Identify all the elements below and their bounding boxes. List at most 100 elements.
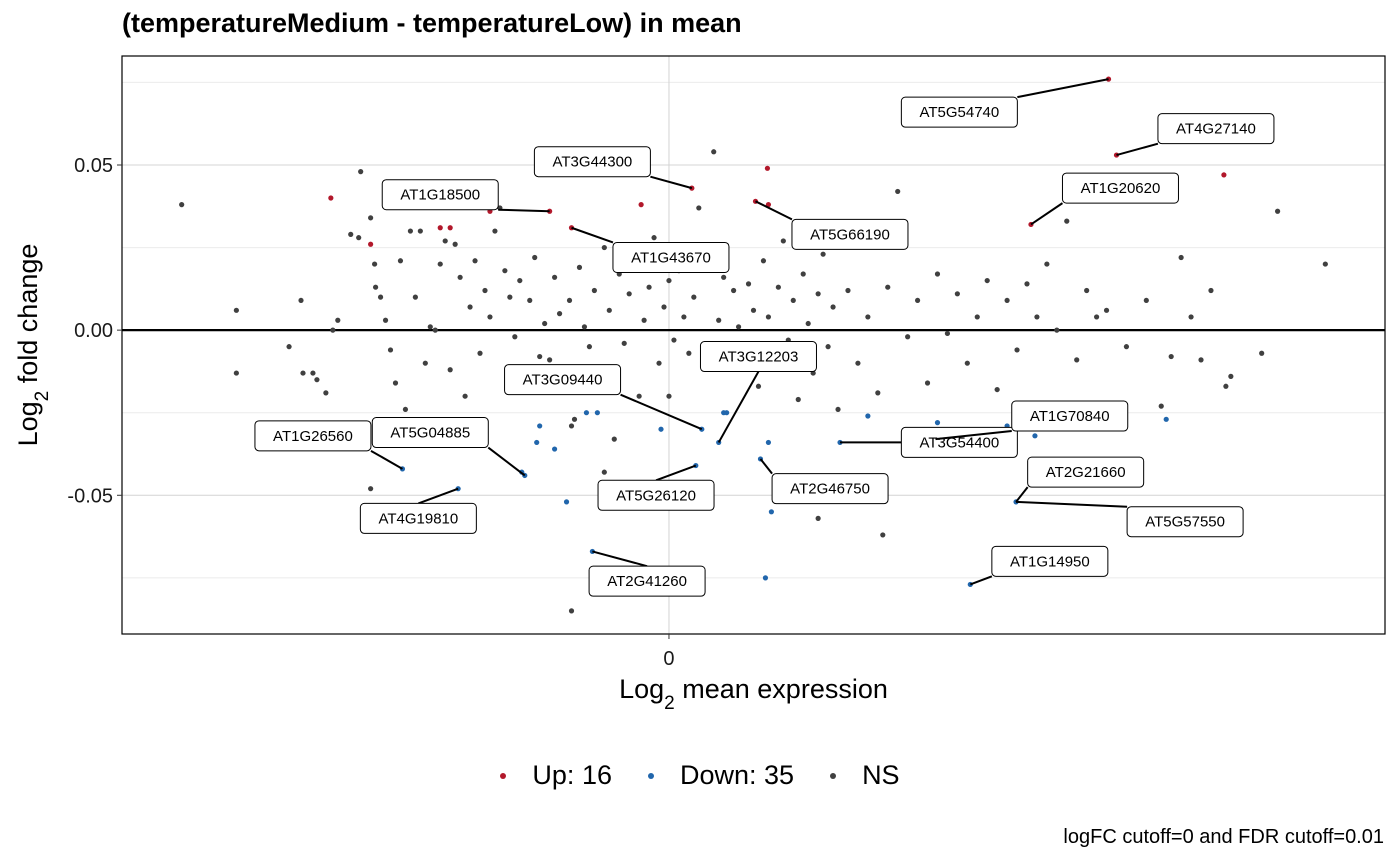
point-ns bbox=[1093, 314, 1100, 320]
point-ns bbox=[895, 188, 901, 195]
gene-label: AT5G57550 bbox=[1145, 514, 1225, 531]
point-ns bbox=[372, 261, 378, 267]
point-up bbox=[638, 202, 644, 208]
point-ns bbox=[1188, 314, 1194, 320]
point-ns bbox=[1044, 261, 1050, 267]
point-ns bbox=[368, 486, 374, 492]
gene-label: AT1G18500 bbox=[400, 187, 480, 204]
point-ns bbox=[422, 360, 428, 366]
point-ns bbox=[571, 416, 578, 422]
label-connector bbox=[1016, 500, 1128, 508]
label-connector bbox=[650, 175, 693, 190]
point-ns bbox=[954, 291, 960, 297]
gene-label-box bbox=[699, 341, 817, 373]
gene-label-box bbox=[1157, 113, 1275, 145]
legend-up-label: Up: 16 bbox=[532, 760, 612, 790]
gene-label: AT5G66190 bbox=[810, 226, 890, 243]
point-ns bbox=[356, 235, 362, 241]
point-ns bbox=[348, 231, 354, 237]
point-ns bbox=[427, 324, 433, 330]
point-ns bbox=[286, 344, 292, 350]
plot-border bbox=[121, 55, 1386, 635]
label-connector bbox=[1015, 486, 1029, 503]
gene-label-box bbox=[1061, 172, 1179, 204]
legend: Up: 16 Down: 35 NS bbox=[0, 760, 1400, 791]
gene-label-box bbox=[791, 218, 909, 250]
point-ns bbox=[750, 307, 757, 313]
point-ns bbox=[402, 406, 409, 413]
point-ns bbox=[437, 261, 443, 267]
point-ns bbox=[537, 353, 543, 360]
gene-label-box bbox=[597, 479, 715, 511]
point-ns bbox=[547, 357, 553, 363]
point-ns bbox=[924, 380, 931, 386]
point-ns bbox=[835, 406, 841, 413]
point-ns bbox=[795, 396, 801, 403]
point-ns bbox=[671, 337, 677, 343]
point-ns bbox=[233, 307, 239, 313]
point-ns bbox=[542, 320, 548, 327]
point-ns bbox=[1168, 353, 1174, 360]
point-ns bbox=[934, 271, 941, 277]
point-ns bbox=[1034, 314, 1040, 320]
label-connector bbox=[935, 430, 1012, 441]
point-ns bbox=[457, 274, 463, 280]
point-ns bbox=[298, 297, 304, 304]
gene-label-box bbox=[588, 565, 706, 597]
gene-label: AT5G54740 bbox=[919, 104, 999, 121]
point-ns bbox=[586, 344, 593, 350]
gene-label-box bbox=[900, 426, 1018, 458]
point-ns bbox=[875, 390, 881, 396]
point-down bbox=[724, 410, 730, 416]
point-ns bbox=[233, 370, 239, 376]
point-ns bbox=[1208, 287, 1214, 294]
point-ns bbox=[467, 304, 473, 310]
point-ns bbox=[179, 202, 185, 208]
label-connector bbox=[620, 393, 703, 431]
label-connector bbox=[418, 487, 459, 505]
point-ns bbox=[621, 340, 627, 346]
gene-label: AT1G20620 bbox=[1081, 180, 1161, 197]
point-ns bbox=[865, 314, 871, 320]
point-ns bbox=[830, 304, 836, 310]
gene-label-box bbox=[1011, 400, 1129, 432]
legend-item-ns: NS bbox=[830, 760, 900, 791]
label-connector bbox=[969, 575, 993, 586]
point-down bbox=[594, 410, 600, 416]
point-ns bbox=[885, 284, 891, 290]
point-ns bbox=[775, 284, 781, 290]
point-ns bbox=[1103, 307, 1110, 313]
gene-label-box bbox=[900, 96, 1018, 128]
point-down bbox=[865, 413, 871, 419]
point-up bbox=[764, 165, 771, 171]
gene-label-box bbox=[381, 179, 499, 211]
point-ns bbox=[487, 314, 493, 320]
point-up bbox=[368, 241, 374, 247]
gene-label: AT2G21660 bbox=[1046, 464, 1126, 481]
legend-item-down: Down: 35 bbox=[647, 760, 794, 791]
point-down bbox=[658, 426, 664, 432]
point-ns bbox=[855, 360, 861, 366]
point-ns bbox=[755, 383, 762, 389]
point-down bbox=[765, 439, 772, 446]
label-connector bbox=[655, 464, 697, 482]
point-ns bbox=[800, 271, 806, 277]
point-ns bbox=[661, 304, 667, 310]
point-ns bbox=[377, 294, 384, 300]
gene-label: AT1G70840 bbox=[1030, 408, 1110, 425]
point-ns bbox=[984, 277, 990, 284]
point-ns bbox=[1274, 208, 1281, 214]
label-connector bbox=[571, 226, 614, 244]
gene-label-box bbox=[533, 146, 651, 178]
x-axis-title: Log2 mean expression bbox=[619, 674, 888, 714]
point-down bbox=[768, 509, 775, 515]
point-down bbox=[534, 439, 540, 446]
point-ns bbox=[576, 264, 583, 270]
point-ns bbox=[696, 205, 702, 211]
point-ns bbox=[731, 287, 737, 294]
gene-label-box bbox=[612, 241, 730, 273]
label-connector bbox=[1030, 202, 1064, 226]
chart-title: (temperatureMedium - temperatureLow) in … bbox=[122, 8, 742, 38]
point-ns bbox=[880, 532, 886, 538]
point-up bbox=[1221, 172, 1227, 178]
